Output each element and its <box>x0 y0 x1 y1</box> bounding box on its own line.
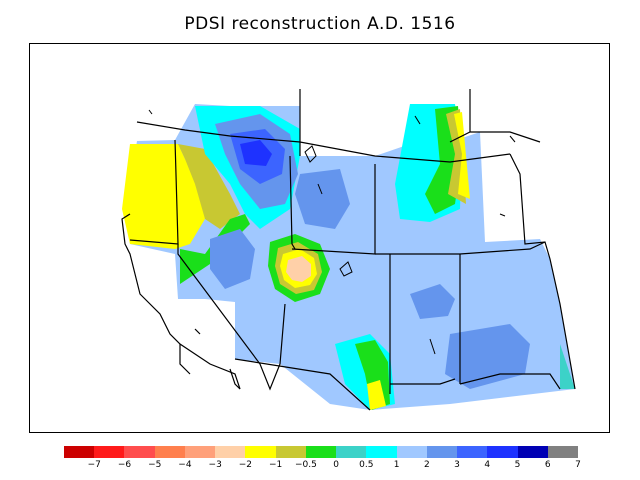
pdsi-field-olive-west <box>178 144 240 229</box>
pdsi-field-blue-colorado <box>410 284 455 319</box>
colorbar-swatch <box>154 446 185 458</box>
colorbar-tick-label: 0.5 <box>359 460 374 470</box>
colorbar-swatch <box>184 446 216 458</box>
colorbar-tick-label: 2 <box>423 460 430 470</box>
colorbar-tick-label: 1 <box>393 460 400 470</box>
pdsi-field-salmon-utah <box>286 256 311 282</box>
colorbar-tick-label: −6 <box>117 460 132 470</box>
colorbar-tick-label: 3 <box>454 460 460 470</box>
colorbar-swatch <box>517 446 548 458</box>
colorbar-tick-label: 7 <box>575 460 581 470</box>
colorbar-swatch <box>64 446 95 458</box>
colorbar-tick-label: −0.5 <box>294 460 317 470</box>
pdsi-map <box>121 89 576 411</box>
colorbar-tick-label: 4 <box>484 460 491 470</box>
colorbar-tick-label: −5 <box>148 460 162 470</box>
pdsi-field-blue-basin <box>210 229 255 289</box>
pdsi-field-blue-southeast <box>445 324 530 389</box>
pdsi-field-blue-central <box>295 169 350 229</box>
colorbar-tick-label: −3 <box>208 460 222 470</box>
map-frame <box>29 43 610 433</box>
state-boundaries <box>129 89 576 411</box>
colorbar-swatch <box>124 446 155 458</box>
colorbar-tick-label: −2 <box>238 460 253 470</box>
colorbar-swatch <box>396 446 427 458</box>
colorbar-swatch <box>426 446 458 458</box>
pdsi-field-cyan-coast <box>560 344 575 389</box>
colorbar-tick-label: 0 <box>333 460 339 470</box>
pdsi-field-navy-north <box>240 140 272 166</box>
coastline <box>121 213 241 390</box>
colorbar-swatch <box>305 446 337 458</box>
colorbar-tick-label: −1 <box>269 460 283 470</box>
colorbar-swatch <box>94 446 125 458</box>
colorbar-swatch <box>245 446 276 458</box>
colorbar-tick-label: −7 <box>87 460 101 470</box>
colorbar <box>64 446 578 458</box>
colorbar-swatch <box>336 446 367 458</box>
colorbar-swatch <box>487 446 518 458</box>
lakes <box>148 109 516 355</box>
colorbar-swatch <box>275 446 306 458</box>
pdsi-field-yellow-east <box>454 112 470 199</box>
colorbar-ticks: −7 −6 −5 −4 −3 −2 −1 −0.5 0 0.5 1 2 3 4 5 6 7 <box>0 460 640 476</box>
colorbar-swatch <box>457 446 488 458</box>
colorbar-tick-label: −4 <box>178 460 192 470</box>
pdsi-field-yellow-south <box>367 380 386 410</box>
colorbar-swatch <box>547 446 578 458</box>
map-title: PDSI reconstruction A.D. 1516 <box>184 14 456 34</box>
colorbar-tick-label: 6 <box>544 460 551 470</box>
pdsi-field-dry-west <box>122 144 205 249</box>
colorbar-swatch <box>366 446 397 458</box>
colorbar-swatch <box>215 446 246 458</box>
colorbar-tick-label: 5 <box>514 460 521 470</box>
